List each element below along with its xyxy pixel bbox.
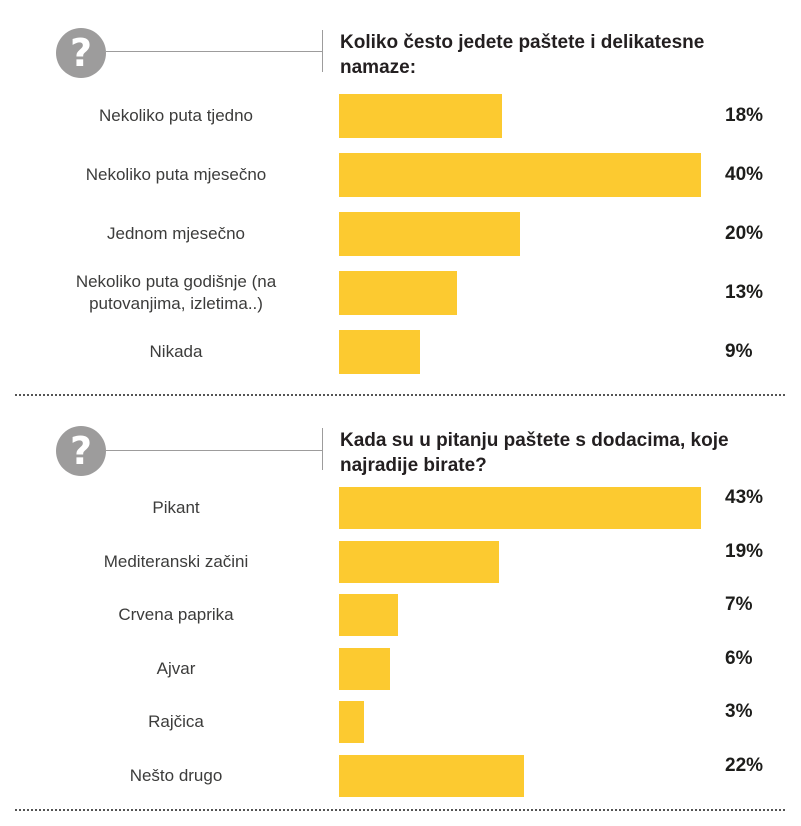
bar (339, 647, 390, 690)
category-label: Nikada (149, 342, 203, 361)
header-divider (322, 428, 323, 470)
category-label: Ajvar (156, 658, 196, 678)
value-label: 6% (725, 647, 753, 669)
category-label: Mediteranski začini (103, 551, 249, 571)
section-divider (15, 809, 785, 811)
value-label: 13% (725, 282, 764, 303)
category-label: Nešto drugo (129, 765, 223, 785)
question-mark-icon: ? (56, 28, 106, 78)
category-label: Nekoliko puta mjesečno (85, 165, 267, 184)
category-label: Crvena paprika (118, 605, 234, 624)
value-label: 18% (725, 105, 764, 126)
bar (339, 701, 364, 743)
bar (339, 271, 457, 315)
bar (339, 594, 398, 636)
category-label: Jednom mjesečno (107, 224, 245, 243)
value-label: 7% (725, 594, 753, 615)
bar (339, 487, 701, 529)
value-label: 22% (725, 754, 764, 776)
category-label: Rajčica (148, 712, 204, 731)
section-divider (15, 394, 785, 396)
value-label: 9% (725, 341, 753, 362)
header-rule (106, 51, 322, 52)
header-divider (322, 30, 323, 72)
category-label: Pikant (152, 498, 200, 517)
category-label: Nekoliko puta tjedno (98, 106, 254, 125)
value-label: 19% (725, 540, 764, 562)
question-mark-icon: ? (56, 426, 106, 476)
value-label: 20% (725, 223, 764, 244)
value-label: 3% (725, 701, 753, 722)
bar (339, 540, 499, 583)
bar (339, 94, 502, 138)
header-rule (106, 450, 322, 451)
bar (339, 212, 520, 256)
category-label: Nekoliko puta godišnje (na putovanjima, … (75, 272, 277, 313)
value-label: 40% (725, 164, 764, 185)
bar (339, 330, 420, 374)
value-label: 43% (725, 487, 764, 508)
chart-2-title: Kada su u pitanju paštete s dodacima, ko… (340, 430, 729, 476)
bar (339, 153, 701, 197)
bar (339, 754, 524, 797)
chart-1-title: Koliko često jedete paštete i delikatesn… (340, 32, 705, 78)
